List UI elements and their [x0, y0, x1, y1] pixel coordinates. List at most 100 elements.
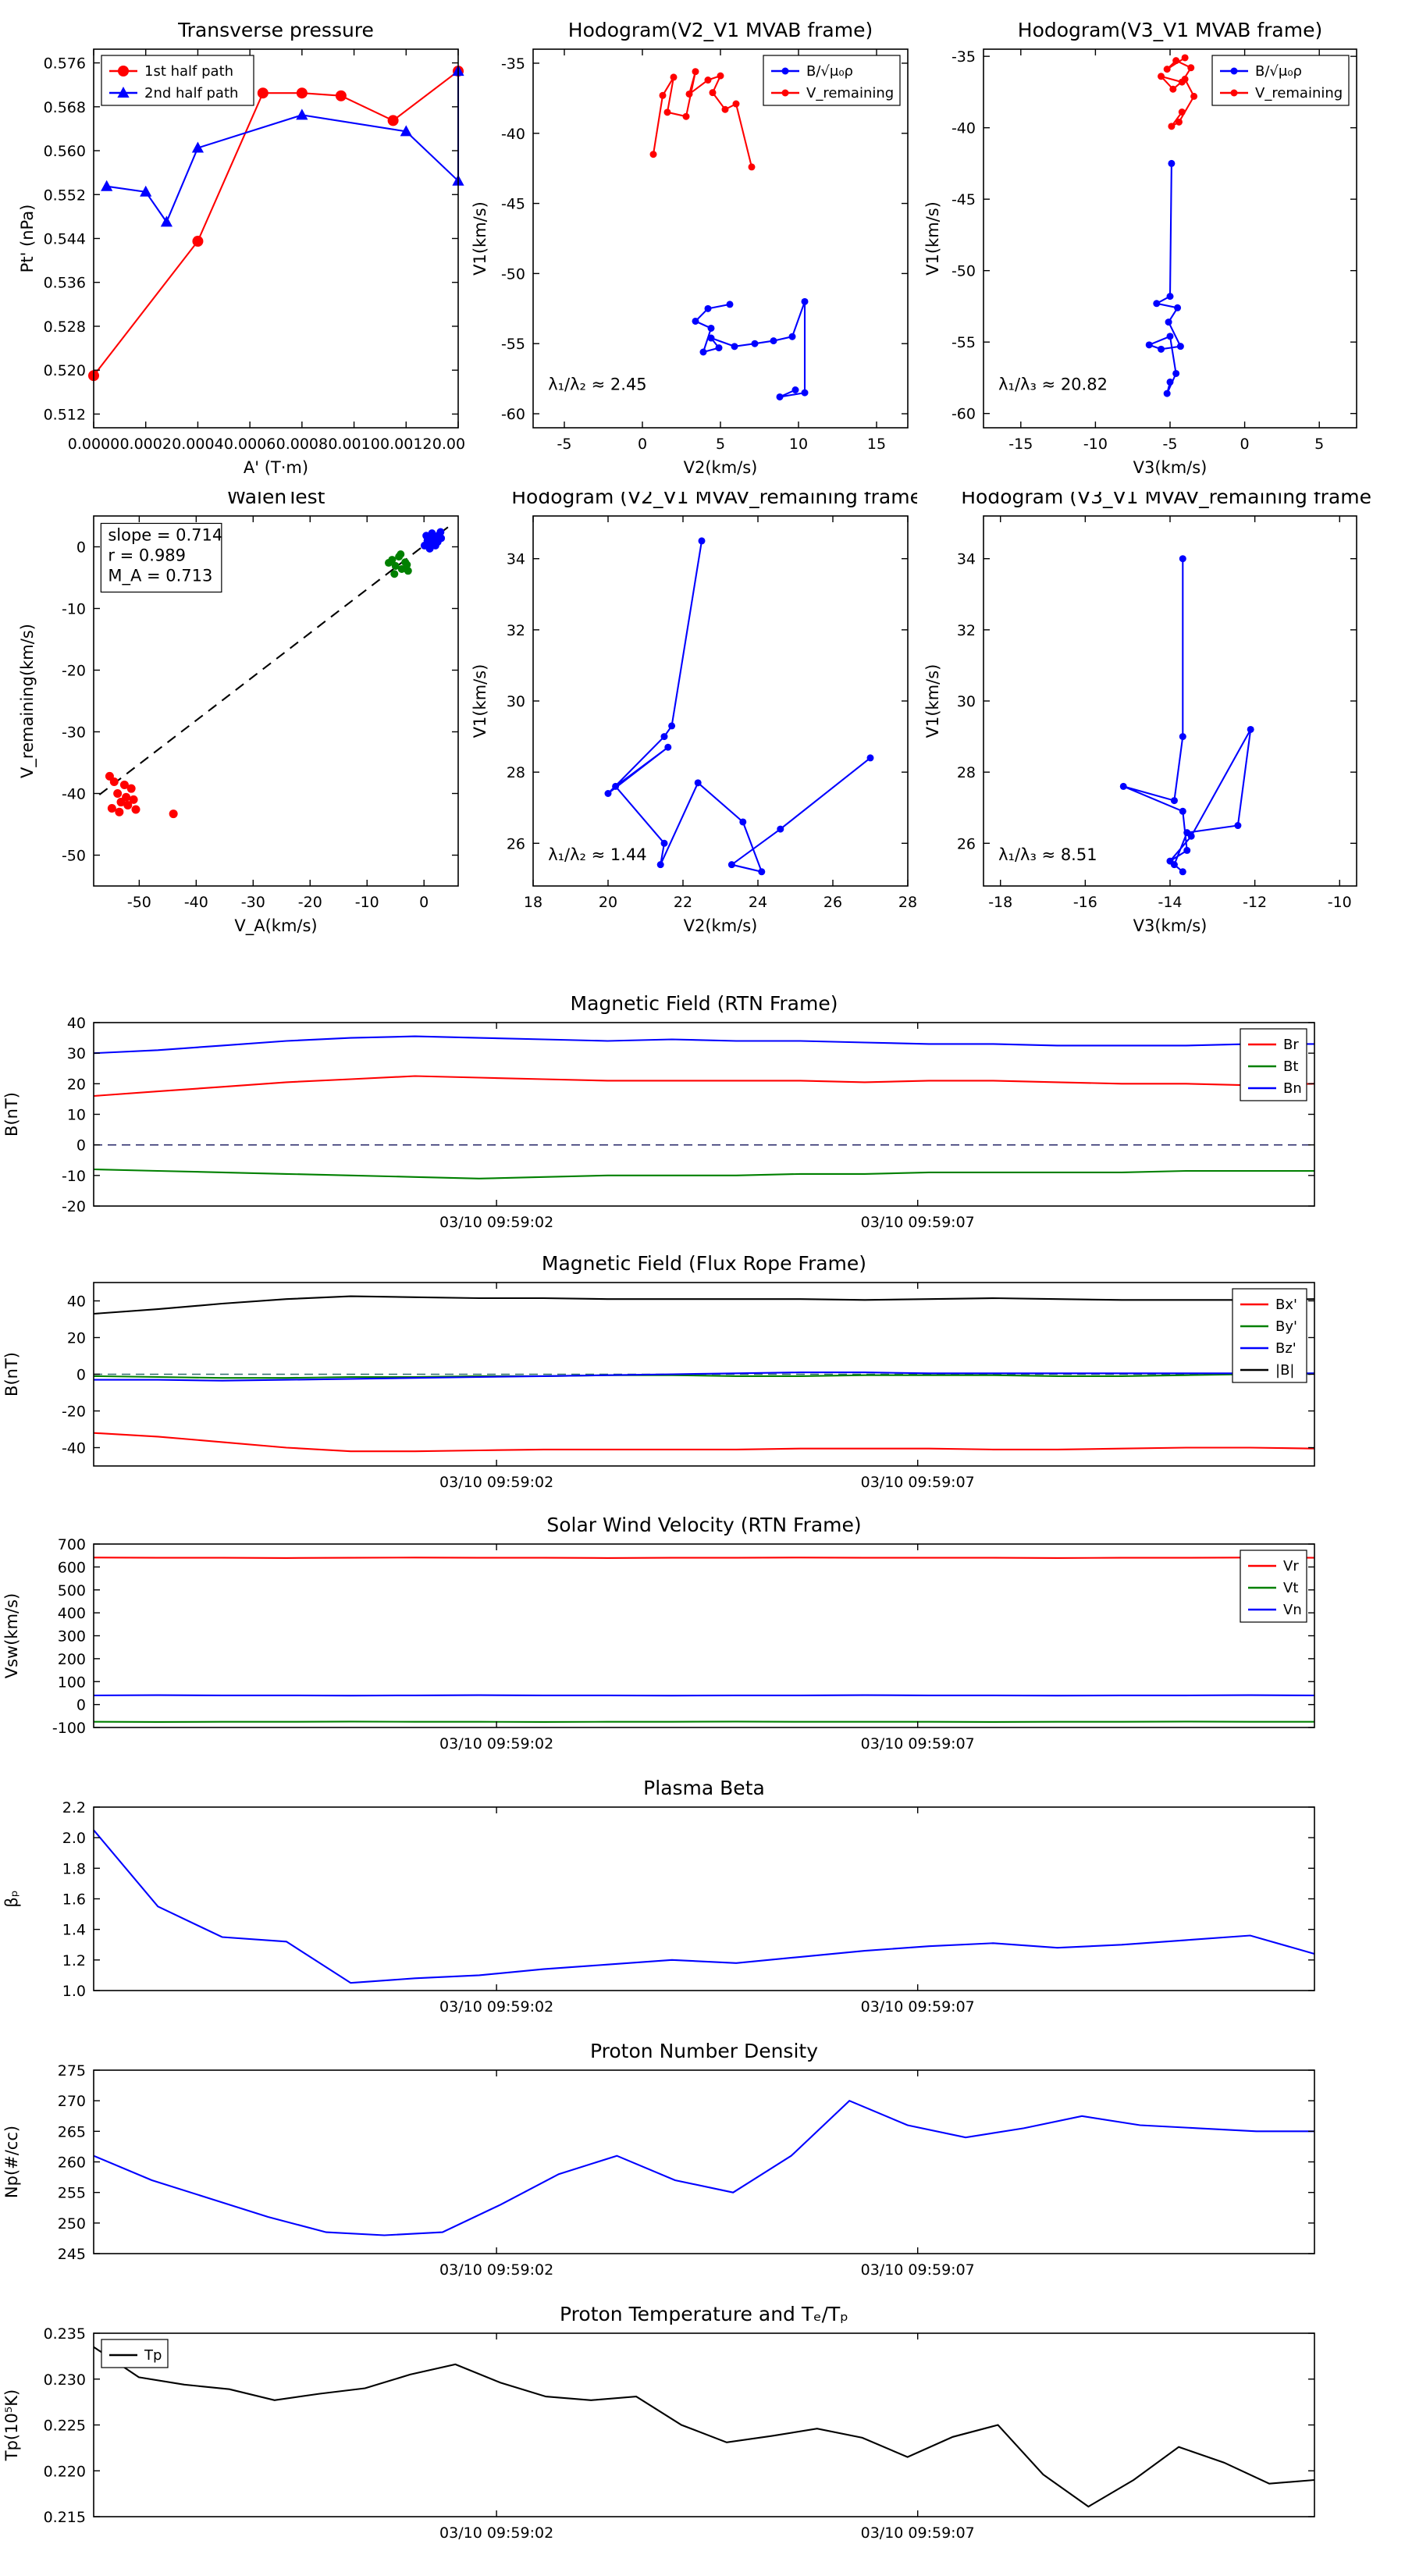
svg-text:-35: -35: [951, 48, 976, 66]
svg-text:-30: -30: [62, 724, 86, 742]
svg-text:Hodogram (V3_V1 MVAV_remaining: Hodogram (V3_V1 MVAV_remaining frame): [961, 492, 1372, 508]
svg-text:Magnetic Field (RTN Frame): Magnetic Field (RTN Frame): [571, 992, 838, 1015]
svg-text:B(nT): B(nT): [2, 1092, 21, 1137]
svg-text:20: 20: [67, 1330, 86, 1347]
svg-text:V2(km/s): V2(km/s): [684, 916, 758, 935]
svg-text:32: 32: [957, 622, 976, 639]
svg-text:1st half path: 1st half path: [144, 63, 233, 80]
svg-text:03/10 09:59:02: 03/10 09:59:02: [439, 1214, 553, 1231]
svg-text:1.6: 1.6: [62, 1891, 86, 1909]
svg-text:-40: -40: [951, 120, 976, 137]
svg-text:-40: -40: [62, 786, 86, 803]
svg-text:1.4: 1.4: [62, 1922, 86, 1939]
chart-svg-proton_temp: Proton Temperature and Tₑ/Tₚ 03/10 09:59:…: [2, 2303, 1315, 2542]
svg-text:1.8: 1.8: [62, 1860, 86, 1877]
svg-text:B/√μ₀ρ: B/√μ₀ρ: [806, 63, 853, 80]
svg-text:10: 10: [67, 1107, 86, 1124]
chart-magnetic-field-fluxrope: Magnetic Field (Flux Rope Frame) 03/10 09…: [0, 1244, 1374, 1501]
svg-text:15: 15: [867, 436, 886, 453]
svg-text:λ₁/λ₂ ≈ 1.44: λ₁/λ₂ ≈ 1.44: [548, 845, 646, 864]
svg-text:1.0: 1.0: [62, 1983, 86, 2000]
svg-text:-50: -50: [501, 265, 525, 283]
svg-text:-50: -50: [951, 263, 976, 280]
chart-svg-hodogram_v2v1_mvab: Hodogram(V2_V1 MVAB frame)-5 0 5 10 15-60-55…: [471, 19, 909, 476]
svg-text:03/10 09:59:07: 03/10 09:59:07: [861, 1998, 975, 2016]
svg-text:V1(km/s): V1(km/s): [923, 664, 942, 738]
svg-text:-55: -55: [501, 336, 525, 353]
svg-text:Tp(10⁵K): Tp(10⁵K): [2, 2389, 21, 2461]
svg-text:300: 300: [58, 1628, 86, 1646]
svg-text:26: 26: [507, 835, 525, 852]
svg-text:Proton Temperature and Tₑ/Tₚ: Proton Temperature and Tₑ/Tₚ: [560, 2303, 848, 2325]
svg-text:270: 270: [58, 2093, 86, 2110]
chart-plasma-beta: Plasma Beta 03/10 09:59:02 03/10 09:59:07 1…: [0, 1768, 1374, 2026]
svg-text:V_remaining: V_remaining: [1255, 85, 1343, 101]
svg-text:0: 0: [638, 436, 647, 453]
svg-text:M_A = 0.713: M_A = 0.713: [108, 566, 212, 585]
chart-solar-wind-velocity: Solar Wind Velocity (RTN Frame) 03/10 09:…: [0, 1505, 1374, 1763]
svg-text:Br: Br: [1283, 1037, 1299, 1053]
svg-text:275: 275: [58, 2062, 86, 2080]
svg-text:03/10 09:59:07: 03/10 09:59:07: [861, 1474, 975, 1491]
svg-text:-30: -30: [241, 894, 265, 911]
svg-text:B/√μ₀ρ: B/√μ₀ρ: [1255, 63, 1302, 80]
svg-text:-18: -18: [988, 894, 1012, 911]
svg-text:V_remaining: V_remaining: [806, 85, 894, 101]
svg-text:A' (T·m): A' (T·m): [244, 458, 308, 476]
svg-text:V_A(km/s): V_A(km/s): [234, 916, 317, 936]
chart-svg-vsw_rtn: Solar Wind Velocity (RTN Frame) 03/10 09:…: [2, 1514, 1315, 1752]
svg-text:600: 600: [58, 1559, 86, 1576]
svg-text:V1(km/s): V1(km/s): [923, 201, 942, 276]
svg-text:24: 24: [749, 894, 767, 911]
svg-text:26: 26: [957, 835, 976, 852]
svg-text:0.528: 0.528: [44, 318, 86, 336]
svg-text:-10: -10: [62, 1168, 86, 1185]
svg-text:V3(km/s): V3(km/s): [1133, 916, 1208, 935]
svg-text:03/10 09:59:02: 03/10 09:59:02: [439, 1998, 553, 2016]
svg-text:250: 250: [58, 2215, 86, 2233]
svg-text:-100: -100: [52, 1720, 86, 1737]
svg-text:Hodogram (V2_V1 MVAV_remaining: Hodogram (V2_V1 MVAV_remaining frame): [511, 492, 917, 508]
svg-text:03/10 09:59:02: 03/10 09:59:02: [439, 1474, 553, 1491]
svg-text:-40: -40: [501, 126, 525, 143]
svg-text:-10: -10: [355, 894, 379, 911]
svg-text:-20: -20: [62, 663, 86, 680]
chart-proton-number-density: Proton Number Density 03/10 09:59:02 03/10…: [0, 2031, 1374, 2289]
svg-text:-50: -50: [62, 848, 86, 865]
svg-text:-35: -35: [501, 55, 525, 73]
svg-text:-5: -5: [557, 436, 572, 453]
chart-svg-hodogram_v3v1_mvav: Hodogram (V3_V1 MVAV_remaining frame) -18…: [923, 492, 1372, 935]
svg-text:0.235: 0.235: [44, 2325, 86, 2343]
svg-text:0: 0: [76, 1367, 86, 1384]
svg-text:255: 255: [58, 2185, 86, 2202]
svg-text:0.512: 0.512: [44, 406, 86, 423]
chart-transverse-pressure: Transverse pressure 0.0000 0.0002 0.0004 0.0…: [16, 8, 464, 476]
chart-hodogram-v3v1-mvav: Hodogram (V3_V1 MVAV_remaining frame) -18…: [921, 492, 1372, 945]
svg-text:Vsw(km/s): Vsw(km/s): [2, 1593, 21, 1679]
svg-text:500: 500: [58, 1582, 86, 1599]
svg-text:30: 30: [67, 1045, 86, 1062]
svg-text:26: 26: [823, 894, 842, 911]
svg-text:V3(km/s): V3(km/s): [1133, 458, 1208, 476]
chart-svg-b_fluxrope: Magnetic Field (Flux Rope Frame) 03/10 09…: [2, 1252, 1315, 1491]
svg-text:03/10 09:59:02: 03/10 09:59:02: [439, 1735, 553, 1752]
svg-text:0.560: 0.560: [44, 143, 86, 160]
svg-text:Hodogram(V3_V1 MVAB frame): Hodogram(V3_V1 MVAB frame): [1018, 19, 1322, 41]
svg-text:-12: -12: [1243, 894, 1267, 911]
svg-text:0.520: 0.520: [44, 362, 86, 379]
svg-text:03/10 09:59:07: 03/10 09:59:07: [861, 2261, 975, 2279]
svg-text:-20: -20: [298, 894, 322, 911]
svg-text:V1(km/s): V1(km/s): [471, 664, 489, 738]
svg-text:265: 265: [58, 2123, 86, 2140]
svg-text:λ₁/λ₃ ≈ 8.51: λ₁/λ₃ ≈ 8.51: [998, 845, 1097, 864]
svg-text:03/10 09:59:02: 03/10 09:59:02: [439, 2261, 553, 2279]
svg-text:260: 260: [58, 2154, 86, 2172]
svg-text:18: 18: [524, 894, 542, 911]
svg-text:0.230: 0.230: [44, 2371, 86, 2389]
svg-text:slope = 0.714: slope = 0.714: [108, 525, 222, 544]
svg-text:32: 32: [507, 622, 525, 639]
svg-text:0: 0: [1240, 436, 1250, 453]
svg-text:-45: -45: [951, 191, 976, 208]
chart-hodogram-v2v1-mvav: Hodogram (V2_V1 MVAV_remaining frame) 18 2…: [468, 492, 917, 945]
